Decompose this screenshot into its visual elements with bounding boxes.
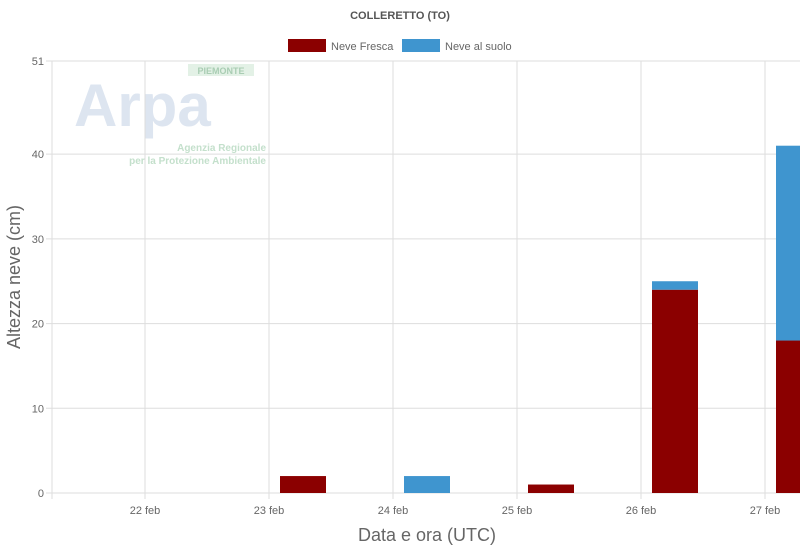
x-tick-label: 26 feb xyxy=(626,505,657,517)
legend-swatch xyxy=(402,39,440,52)
y-tick-label: 20 xyxy=(32,319,44,331)
y-tick-label: 0 xyxy=(38,488,44,500)
y-tick-label: 10 xyxy=(32,403,44,415)
x-tick-label: 25 feb xyxy=(502,505,533,517)
arpa-watermark-logo: Arpa PIEMONTE Agenzia Regionale per la P… xyxy=(74,64,266,167)
bar-neve-fresca[interactable] xyxy=(528,484,574,493)
bar-neve-fresca[interactable] xyxy=(776,340,800,493)
bar-neve-fresca[interactable] xyxy=(652,289,698,493)
x-tick-label: 27 feb xyxy=(750,505,781,517)
y-tick-label: 30 xyxy=(32,234,44,246)
x-axis-label: Data e ora (UTC) xyxy=(358,525,496,545)
bars xyxy=(280,145,800,493)
legend: Neve Fresca Neve al suolo xyxy=(288,39,512,53)
ticks: 0 10 20 30 40 51 22 feb 23 feb 24 feb 25 feb 26 fe… xyxy=(32,56,781,517)
bar-neve-al-suolo[interactable] xyxy=(652,281,698,290)
y-tick-label: 40 xyxy=(32,149,44,161)
y-tick-label: 51 xyxy=(32,56,44,68)
x-tick-label: 24 feb xyxy=(378,505,409,517)
watermark-top-text: PIEMONTE xyxy=(197,66,244,76)
bar-neve-al-suolo[interactable] xyxy=(776,145,800,341)
x-tick-label: 23 feb xyxy=(254,505,285,517)
bar-neve-fresca[interactable] xyxy=(280,476,326,493)
legend-label: Neve al suolo xyxy=(445,41,512,53)
watermark-logo-text: Arpa xyxy=(74,72,211,139)
legend-item-neve-fresca[interactable]: Neve Fresca xyxy=(288,39,394,53)
chart-title: COLLERETTO (TO) xyxy=(350,10,450,22)
legend-item-neve-al-suolo[interactable]: Neve al suolo xyxy=(402,39,512,53)
legend-label: Neve Fresca xyxy=(331,41,394,53)
watermark-line2: per la Protezione Ambientale xyxy=(129,156,266,167)
watermark-line1: Agenzia Regionale xyxy=(177,143,266,154)
bar-neve-al-suolo[interactable] xyxy=(404,476,450,493)
watermark-top-band xyxy=(188,64,254,76)
legend-swatch xyxy=(288,39,326,52)
y-axis-label: Altezza neve (cm) xyxy=(4,205,24,349)
x-tick-label: 22 feb xyxy=(130,505,161,517)
